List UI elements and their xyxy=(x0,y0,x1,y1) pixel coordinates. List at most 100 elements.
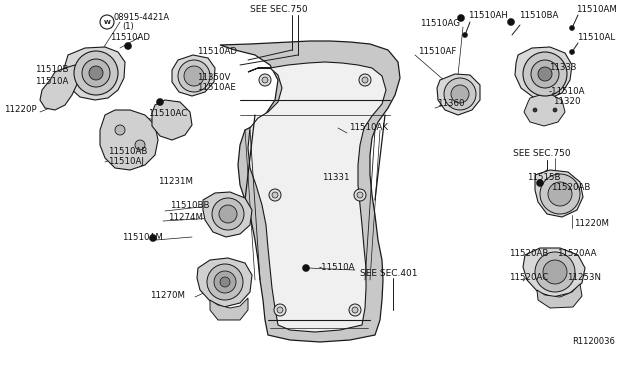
Text: 11253N: 11253N xyxy=(567,273,601,282)
Circle shape xyxy=(274,304,286,316)
Circle shape xyxy=(135,140,145,150)
Text: 11510AH: 11510AH xyxy=(468,12,508,20)
Circle shape xyxy=(548,182,572,206)
Circle shape xyxy=(533,108,537,112)
Text: 11231M: 11231M xyxy=(158,177,193,186)
Text: 11270M: 11270M xyxy=(150,291,185,299)
Circle shape xyxy=(150,234,157,241)
Circle shape xyxy=(184,66,204,86)
Circle shape xyxy=(538,67,552,81)
Circle shape xyxy=(559,189,566,196)
Circle shape xyxy=(531,60,559,88)
Text: 11520AA: 11520AA xyxy=(557,248,596,257)
Circle shape xyxy=(354,189,366,201)
Text: (1): (1) xyxy=(122,22,134,32)
Text: -11510A: -11510A xyxy=(319,263,355,272)
Text: W: W xyxy=(104,19,111,25)
Circle shape xyxy=(362,77,368,83)
Polygon shape xyxy=(40,65,80,110)
Text: 11510AF: 11510AF xyxy=(418,46,456,55)
Text: 11360: 11360 xyxy=(437,99,465,109)
Text: 11520AB: 11520AB xyxy=(551,183,590,192)
Circle shape xyxy=(508,19,515,26)
Circle shape xyxy=(349,304,361,316)
Circle shape xyxy=(536,180,543,186)
Text: 11510AJ: 11510AJ xyxy=(108,157,144,166)
Text: 11331: 11331 xyxy=(322,173,349,183)
Text: 11520AC: 11520AC xyxy=(509,273,548,282)
Circle shape xyxy=(82,59,110,87)
Text: 11510AC: 11510AC xyxy=(148,109,188,118)
Text: 11510A: 11510A xyxy=(35,77,68,86)
Text: 11510AM: 11510AM xyxy=(122,234,163,243)
Text: 11350V: 11350V xyxy=(197,73,230,81)
Circle shape xyxy=(207,264,243,300)
Text: 08915-4421A: 08915-4421A xyxy=(113,13,169,22)
Circle shape xyxy=(269,189,281,201)
Text: 11510B: 11510B xyxy=(35,65,68,74)
Text: 11333: 11333 xyxy=(549,62,577,71)
Circle shape xyxy=(125,42,131,49)
Polygon shape xyxy=(172,55,215,96)
Text: SEE SEC.750: SEE SEC.750 xyxy=(250,6,308,15)
Polygon shape xyxy=(515,47,572,99)
Circle shape xyxy=(444,78,476,110)
Text: 11520AB: 11520AB xyxy=(509,248,548,257)
Text: 11510AE: 11510AE xyxy=(197,83,236,93)
Polygon shape xyxy=(210,298,248,320)
Circle shape xyxy=(84,64,92,71)
Circle shape xyxy=(352,307,358,313)
Circle shape xyxy=(214,271,236,293)
Circle shape xyxy=(523,52,567,96)
Circle shape xyxy=(463,32,467,38)
Circle shape xyxy=(100,15,114,29)
Text: 11510AM: 11510AM xyxy=(576,6,617,15)
Text: 11515B: 11515B xyxy=(527,173,561,183)
Polygon shape xyxy=(524,95,565,126)
Circle shape xyxy=(553,108,557,112)
Circle shape xyxy=(178,60,210,92)
Text: 11510AD: 11510AD xyxy=(197,48,237,57)
Circle shape xyxy=(357,192,363,198)
Polygon shape xyxy=(203,192,252,237)
Text: SEE SEC.401: SEE SEC.401 xyxy=(360,269,417,279)
Circle shape xyxy=(359,74,371,86)
Circle shape xyxy=(570,26,575,31)
Circle shape xyxy=(570,49,575,55)
Circle shape xyxy=(259,74,271,86)
Circle shape xyxy=(277,307,283,313)
Polygon shape xyxy=(523,248,585,297)
Polygon shape xyxy=(248,62,386,332)
Circle shape xyxy=(89,66,103,80)
Polygon shape xyxy=(437,74,480,115)
Circle shape xyxy=(303,264,310,272)
Circle shape xyxy=(220,277,230,287)
Circle shape xyxy=(262,77,268,83)
Polygon shape xyxy=(220,41,400,342)
Circle shape xyxy=(219,205,237,223)
Text: -11510A: -11510A xyxy=(549,87,586,96)
Circle shape xyxy=(535,252,575,292)
Polygon shape xyxy=(535,170,583,217)
Text: 11510BA: 11510BA xyxy=(519,12,558,20)
Polygon shape xyxy=(152,100,192,140)
Text: 11510AG: 11510AG xyxy=(420,19,460,28)
Text: 11320: 11320 xyxy=(553,96,580,106)
Circle shape xyxy=(543,260,567,284)
Text: 11510AK: 11510AK xyxy=(349,124,388,132)
Text: 11510AL: 11510AL xyxy=(577,33,615,42)
Circle shape xyxy=(115,125,125,135)
Circle shape xyxy=(74,51,118,95)
Circle shape xyxy=(540,174,580,214)
Circle shape xyxy=(212,198,244,230)
Circle shape xyxy=(157,99,163,106)
Polygon shape xyxy=(64,47,125,100)
Text: 11274M: 11274M xyxy=(168,214,203,222)
Text: SEE SEC.750: SEE SEC.750 xyxy=(513,148,571,157)
Circle shape xyxy=(458,15,465,22)
Text: 11220M: 11220M xyxy=(574,219,609,228)
Polygon shape xyxy=(537,284,582,308)
Text: R1120036: R1120036 xyxy=(572,337,615,346)
Text: 11510BB: 11510BB xyxy=(170,202,209,211)
Text: 11220P: 11220P xyxy=(4,106,36,115)
